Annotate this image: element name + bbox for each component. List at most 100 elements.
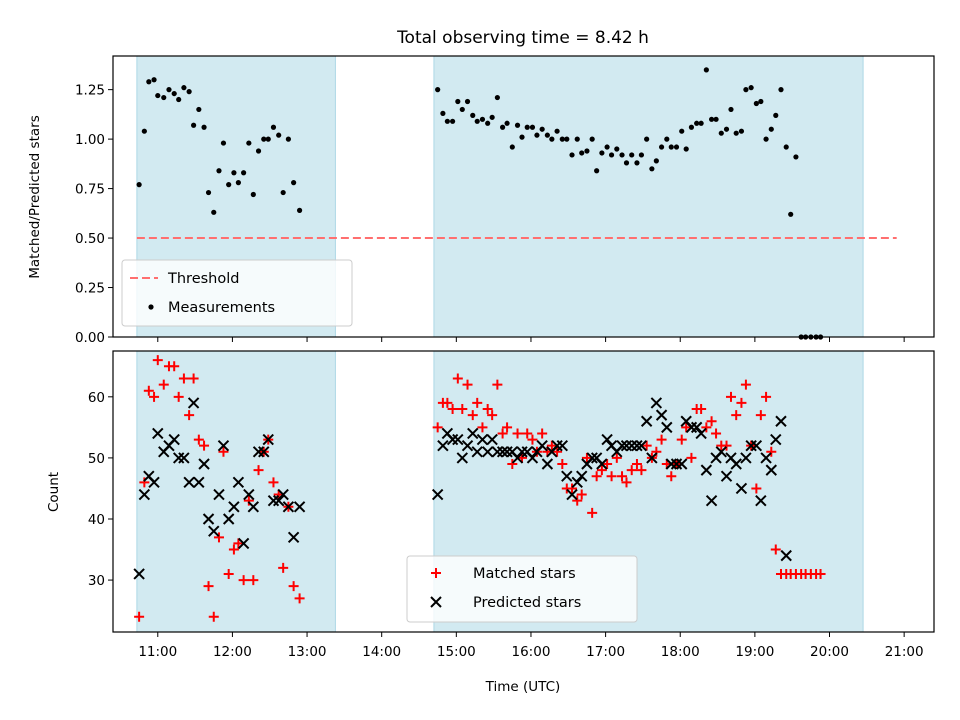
predicted-star-point [770, 433, 782, 446]
measurement-point [559, 136, 565, 142]
measurement-point [644, 136, 650, 142]
predicted-star-point [228, 501, 240, 513]
x-tick-label: 14:00 [362, 644, 401, 660]
matched-star-point [567, 483, 578, 494]
matched-star-point [621, 477, 632, 488]
matched-star-point [188, 373, 199, 384]
matched-star-point [507, 459, 518, 470]
matched-star-point [288, 581, 299, 592]
measurement-point [186, 89, 192, 95]
predicted-star-point [556, 439, 569, 452]
measurement-point [629, 152, 635, 158]
measurement-point [296, 207, 303, 213]
measurement-point [694, 120, 700, 126]
measurement-point [783, 144, 789, 150]
matched-star-point [681, 422, 692, 433]
measurement-point [529, 124, 536, 130]
measurement-point [241, 170, 247, 176]
matched-star-point [278, 562, 289, 573]
ratio-y-axis-label: Matched/Predicted stars [27, 115, 43, 278]
ratio-plot-frame [112, 55, 935, 338]
measurement-point [638, 152, 645, 158]
measurement-point [544, 132, 550, 138]
predicted-star-point [138, 488, 151, 501]
measurement-point [569, 152, 575, 158]
counts-y-axis-label: Count [46, 472, 62, 512]
measurement-point [534, 132, 540, 138]
measurement-point [753, 100, 759, 107]
matched-star-point [139, 477, 150, 488]
predicted-star-point [183, 476, 195, 489]
matched-star-point [736, 397, 747, 408]
matched-star-point [497, 428, 508, 439]
predicted-star-point [198, 458, 210, 470]
x-tick-label: 19:00 [735, 644, 774, 660]
measurement-point [549, 136, 555, 142]
measurement-point [216, 168, 222, 174]
measurement-point [519, 134, 525, 140]
matched-star-point [581, 452, 592, 463]
measurement-point [718, 130, 724, 136]
y-tick-label: 1.25 [75, 83, 105, 99]
matched-star-point [641, 440, 652, 451]
matched-star-point [487, 410, 498, 421]
x-tick-label: 18:00 [661, 644, 700, 660]
matched-star-point [447, 404, 458, 415]
matched-star-point [701, 422, 712, 433]
matched-star-point [268, 477, 279, 488]
measurement-point [171, 90, 177, 97]
x-tick-label: 16:00 [512, 644, 551, 660]
predicted-star-point [640, 415, 653, 427]
measurement-point [604, 144, 610, 150]
measurement-point [449, 118, 456, 124]
measurement-point [574, 136, 580, 142]
predicted-star-point [516, 446, 528, 458]
predicted-star-point [765, 464, 778, 476]
predicted-star-point [178, 452, 190, 464]
predicted-star-point [661, 421, 673, 434]
matched-star-point [766, 446, 777, 457]
matched-star-point [537, 428, 548, 439]
predicted-star-point [293, 501, 306, 513]
matched-star-point [572, 495, 583, 506]
matched-star-point [432, 422, 443, 433]
x-tick-label: 20:00 [810, 644, 849, 660]
predicted-star-point [252, 446, 265, 458]
measurement-point [763, 136, 769, 142]
predicted-star-point [526, 452, 539, 464]
predicted-star-point [202, 513, 215, 525]
measurement-point [793, 154, 799, 160]
matched-star-point [143, 385, 154, 396]
y-tick-label: 0.75 [75, 182, 105, 198]
measurement-point [723, 126, 730, 132]
measurement-point [698, 120, 704, 126]
matched-star-point [173, 391, 184, 402]
measurement-point [285, 136, 291, 142]
x-tick-label: 15:00 [437, 644, 476, 660]
matched-star-point [178, 373, 189, 384]
matched-star-point [815, 568, 826, 579]
predicted-star-point [208, 525, 220, 537]
matched-star-point [134, 611, 145, 622]
matched-star-point [676, 434, 687, 445]
counts-x-axis-label: Time (UTC) [485, 679, 561, 695]
x-tick-label: 11:00 [138, 644, 177, 660]
predicted-star-point [695, 427, 707, 440]
predicted-star-point [491, 446, 504, 458]
x-tick-label: 13:00 [288, 644, 327, 660]
measurement-point [564, 136, 570, 142]
predicted-star-point [282, 501, 295, 513]
measurement-point [250, 191, 256, 198]
measurement-point [608, 152, 615, 158]
predicted-star-point [172, 452, 185, 464]
predicted-star-point [715, 446, 727, 458]
measurement-point [440, 110, 446, 116]
predicted-star-point [750, 439, 763, 452]
measurement-point [470, 112, 476, 118]
matched-star-point [243, 495, 254, 506]
x-tick-label: 21:00 [885, 644, 924, 660]
ratio-legend-box [121, 259, 353, 327]
measurement-point [623, 160, 630, 166]
predicted-star-point [596, 458, 608, 470]
measurement-point [653, 158, 659, 164]
